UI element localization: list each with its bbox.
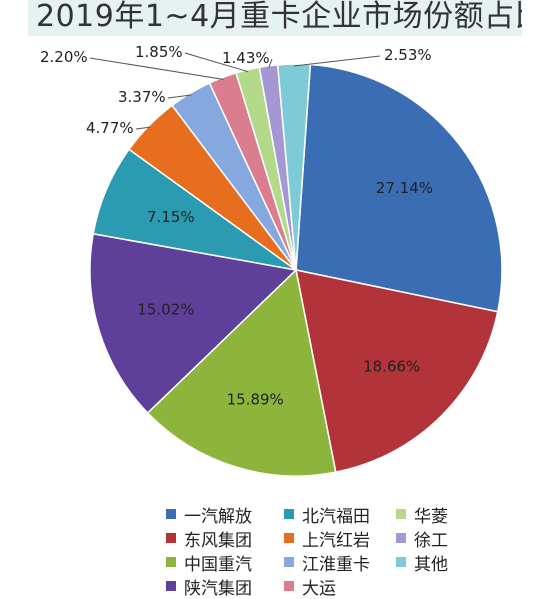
leader-line-10 [268, 58, 273, 68]
legend-label: 华菱 [414, 506, 448, 527]
legend-item-10: 陕汽集团 [166, 576, 284, 599]
legend-swatch [166, 509, 176, 519]
slice-label-7: 3.37% [118, 88, 166, 106]
chart-title: 2019年1~4月重卡企业市场份额占比 [36, 0, 522, 34]
legend-item-1: 一汽解放 [166, 504, 284, 527]
pie-slice-4 [89, 232, 298, 415]
legend-item-6: 徐工 [396, 528, 466, 551]
slice-label-2: 18.66% [363, 358, 420, 376]
slice-label-1: 27.14% [376, 179, 433, 197]
leader-line-6 [135, 126, 151, 130]
title-band: 2019年1~4月重卡企业市场份额占比 [28, 0, 522, 36]
legend-label: 其他 [414, 554, 448, 575]
slice-label-4: 15.02% [137, 301, 194, 319]
legend-swatch [166, 581, 176, 591]
legend-label: 上汽红岩 [302, 530, 370, 551]
legend-swatch [396, 557, 406, 567]
legend-item-3: 华菱 [396, 504, 466, 527]
legend-swatch [166, 533, 176, 543]
slice-label-5: 7.15% [147, 208, 195, 226]
legend-label: 北汽福田 [302, 506, 370, 527]
legend-swatch [166, 557, 176, 567]
slice-label-10: 1.43% [222, 49, 270, 67]
legend-label: 陕汽集团 [184, 578, 252, 599]
legend-label: 徐工 [414, 530, 448, 551]
pie-slice-2 [295, 269, 499, 474]
legend-swatch [284, 581, 294, 591]
legend-item-2: 北汽福田 [284, 504, 396, 527]
legend-item-7: 中国重汽 [166, 552, 284, 575]
legend-label: 江淮重卡 [302, 554, 370, 575]
legend-swatch [284, 557, 294, 567]
slice-label-11: 2.53% [384, 46, 432, 64]
legend-label: 大运 [302, 578, 336, 599]
legend-label: 中国重汽 [184, 554, 252, 575]
legend-swatch [396, 509, 406, 519]
legend-swatch [284, 533, 294, 543]
legend-item-4: 东风集团 [166, 528, 284, 551]
slice-label-9: 1.85% [135, 43, 183, 61]
legend-item-5: 上汽红岩 [284, 528, 396, 551]
legend-item-9: 其他 [396, 552, 466, 575]
legend-item-8: 江淮重卡 [284, 552, 396, 575]
slice-label-6: 4.77% [86, 119, 134, 137]
chart-legend: 一汽解放 北汽福田 华菱东风集团 上汽红岩 徐工中国重汽 江淮重卡 其他陕汽集团 大运 [166, 504, 466, 599]
slice-label-8: 2.20% [40, 48, 88, 66]
legend-label: 一汽解放 [184, 506, 252, 527]
legend-item-11: 大运 [284, 576, 396, 599]
pie-slice-1 [295, 63, 503, 313]
leader-line-9 [184, 52, 249, 73]
slice-label-3: 15.89% [227, 391, 284, 409]
legend-swatch [396, 533, 406, 543]
leader-line-8 [89, 57, 224, 80]
pie-slice-3 [146, 268, 337, 477]
legend-label: 东风集团 [184, 530, 252, 551]
legend-swatch [284, 509, 294, 519]
leader-line-11 [293, 55, 381, 67]
leader-line-7 [167, 94, 192, 99]
